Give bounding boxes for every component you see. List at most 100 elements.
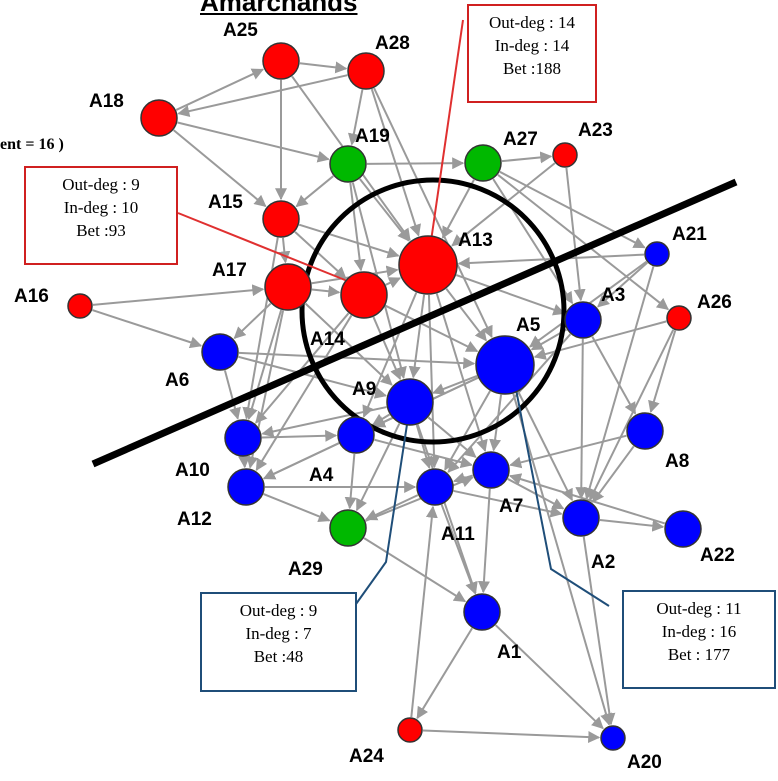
nodes-layer <box>67 42 702 751</box>
node-label-a16: A16 <box>14 286 49 307</box>
edge-a24-a20 <box>422 729 601 744</box>
edge-a9-a7 <box>427 416 477 458</box>
edge-a16-a6 <box>92 309 203 349</box>
edge-a19-a27 <box>366 157 465 170</box>
node-a21 <box>644 241 670 267</box>
leader-a9 <box>355 417 409 605</box>
node-label-a18: A18 <box>89 91 124 112</box>
edge-a23-a3 <box>565 167 586 302</box>
leader-a5 <box>512 373 610 607</box>
node-label-a2: A2 <box>591 552 615 573</box>
edge-a6-a5 <box>238 351 476 370</box>
node-a10 <box>224 419 262 457</box>
edge-a4-a7 <box>374 438 473 469</box>
edge-a13-a7 <box>435 293 488 453</box>
node-a18 <box>140 99 178 137</box>
edge-a13-a3 <box>455 274 566 316</box>
stat-in-deg: In-deg : 7 <box>245 624 312 643</box>
edge-a21-a3 <box>597 261 648 308</box>
node-label-a21: A21 <box>672 224 707 245</box>
node-a1 <box>463 593 501 631</box>
node-a2 <box>562 499 600 537</box>
edge-a2-a20 <box>582 536 616 726</box>
node-a8 <box>626 412 664 450</box>
node-a7 <box>472 451 510 489</box>
edges-layer <box>92 61 677 744</box>
edge-a15-a13 <box>298 223 400 259</box>
core-circle <box>299 177 567 445</box>
stat-out-deg: Out-deg : 9 <box>239 601 318 620</box>
edge-a6-a10 <box>223 370 241 420</box>
node-label-a3: A3 <box>601 285 625 306</box>
edge-a5-a11 <box>444 390 491 471</box>
edge-a22-a7 <box>508 473 666 525</box>
edge-a27-a21 <box>499 170 646 249</box>
stat-bet: Bet :188 <box>502 59 562 78</box>
labels-layer: A25 A28 A18 A19 A27 A23 A15 A13 A21 A17 A14 A16 A3 A2… <box>14 20 735 773</box>
edge-a14-a12 <box>255 314 353 471</box>
node-label-a6: A6 <box>165 370 189 391</box>
edge-a11-a2 <box>453 489 563 518</box>
edge-a27-a26 <box>497 174 669 311</box>
edge-a12-a29 <box>263 493 331 523</box>
edge-a1-a20 <box>495 624 604 730</box>
stat-box-a9: Out-deg : 9 In-deg : 7 Bet :48 <box>200 592 357 692</box>
node-label-a20: A20 <box>627 752 662 773</box>
stat-bet: Bet : 177 <box>667 645 731 664</box>
edge-a5-a20 <box>512 393 612 726</box>
edge-a17-a14 <box>311 285 341 298</box>
edge-a11-a29 <box>365 494 419 521</box>
node-label-a25: A25 <box>223 20 258 41</box>
node-label-a23: A23 <box>578 120 613 141</box>
edge-a16-a17 <box>92 284 265 306</box>
edge-a19-a13 <box>359 178 410 242</box>
node-a25 <box>262 42 300 80</box>
node-label-a27: A27 <box>503 129 538 150</box>
node-label-a15: A15 <box>208 192 243 213</box>
edge-a24-a11 <box>410 505 438 718</box>
title-fragment: Amarchands <box>200 0 358 17</box>
stat-bet: Bet :48 <box>253 647 304 666</box>
edge-a15-a17 <box>278 237 291 264</box>
edge-a19-a14 <box>349 182 366 272</box>
edge-a14-a5 <box>385 304 479 353</box>
edge-a8-a2 <box>592 445 635 503</box>
edge-a18-a19 <box>177 121 330 163</box>
node-a14 <box>340 271 388 319</box>
divider-line <box>91 178 738 468</box>
node-a26 <box>666 305 692 331</box>
edge-a9-a4 <box>372 413 391 426</box>
stat-out-deg: Out-deg : 14 <box>489 13 575 32</box>
edge-a9-a11 <box>415 424 433 469</box>
edge-a6-a9 <box>238 355 387 399</box>
node-label-a7: A7 <box>499 496 523 517</box>
node-label-a5: A5 <box>516 315 541 336</box>
edge-a3-a2 <box>575 338 588 500</box>
node-label-a19: A19 <box>355 126 390 147</box>
node-a16 <box>67 293 93 319</box>
node-a28 <box>347 52 385 90</box>
edge-a3-a8 <box>591 336 637 415</box>
edge-a17-a9 <box>304 302 393 386</box>
node-label-a29: A29 <box>288 559 323 580</box>
node-label-a13: A13 <box>458 230 493 251</box>
edge-a10-a12 <box>238 455 251 469</box>
node-a27 <box>464 144 502 182</box>
leader-lines <box>177 19 610 607</box>
edge-a14-a10 <box>255 312 350 424</box>
node-label-a12: A12 <box>177 509 212 530</box>
node-label-a10: A10 <box>175 460 210 481</box>
leader-a13 <box>429 19 464 249</box>
edge-a14-a13 <box>385 277 402 289</box>
edge-a7-a1 <box>477 488 491 594</box>
edge-a28-a13 <box>370 88 421 237</box>
stat-in-deg: In-deg : 10 <box>63 198 139 217</box>
edge-a13-a11 <box>427 294 441 469</box>
edge-a28-a18 <box>177 74 348 118</box>
leader-a14 <box>177 212 351 283</box>
node-a23 <box>552 142 578 168</box>
edge-a25-a28 <box>299 61 348 74</box>
node-a22 <box>664 510 702 548</box>
edge-a29-a7 <box>365 476 474 522</box>
